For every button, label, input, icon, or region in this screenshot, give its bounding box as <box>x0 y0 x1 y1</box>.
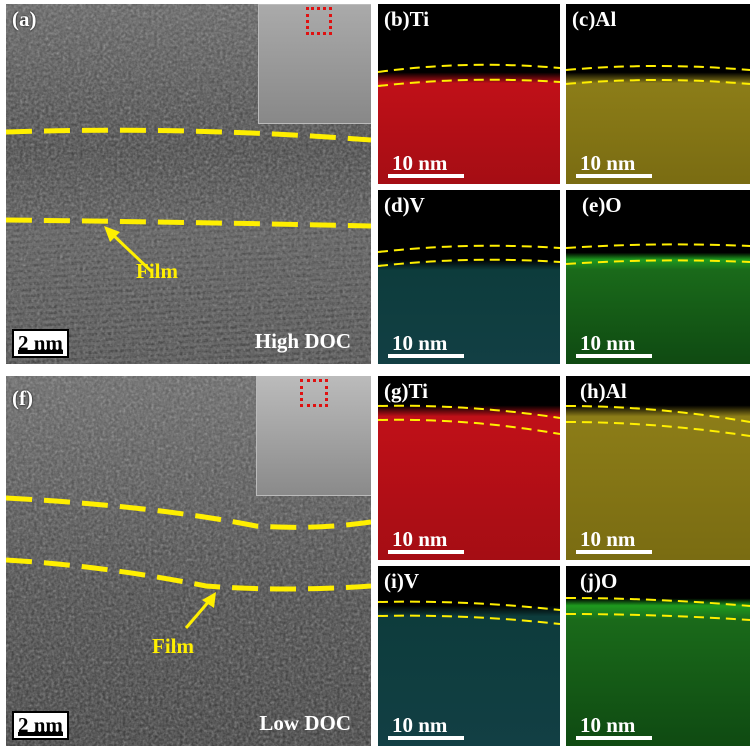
scale-bar-label: 10 nm <box>580 151 636 175</box>
overview-inset <box>256 376 371 496</box>
scale-bar <box>388 736 464 740</box>
film-boundary-lower <box>6 217 371 229</box>
panel-label-g: (g)Ti <box>384 379 428 403</box>
panel-label-a: (a) <box>12 7 37 31</box>
panel-label-f: (f) <box>12 386 33 410</box>
scale-bar: 2 nm <box>12 329 69 358</box>
panel-label-i: (i)V <box>384 569 419 593</box>
scale-bar <box>576 174 652 178</box>
scale-bar-label: 10 nm <box>392 151 448 175</box>
scale-bar-label: 10 nm <box>580 527 636 551</box>
scale-bar <box>388 354 464 358</box>
scale-bar-label: 10 nm <box>392 713 448 737</box>
scale-bar-label: 10 nm <box>580 713 636 737</box>
eds-map-v-low: (i)V 10 nm <box>378 566 560 746</box>
condition-label: Low DOC <box>259 711 351 735</box>
film-arrowhead <box>202 592 216 608</box>
scale-bar-label: 10 nm <box>392 331 448 355</box>
panel-label-c: (c)Al <box>572 7 617 31</box>
condition-label: High DOC <box>254 329 351 353</box>
region-marker <box>300 379 328 407</box>
eds-map-al-high: (c)Al 10 nm <box>566 4 750 184</box>
scale-bar <box>388 550 464 554</box>
film-boundary-upper <box>6 495 371 530</box>
hrtem-image-low-doc: (f) Film 2 nm Low DOC <box>6 376 371 746</box>
eds-map-v-high: (d)V 10 nm <box>378 190 560 364</box>
eds-map-ti-low: (g)Ti 10 nm <box>378 376 560 560</box>
film-arrow <box>184 599 212 629</box>
panel-label-j: (j)O <box>580 569 618 593</box>
eds-map-ti-high: (b)Ti 10 nm <box>378 4 560 184</box>
film-boundary-lower <box>6 557 371 592</box>
film-label: Film <box>152 634 194 658</box>
panel-label-e: (e)O <box>582 193 622 217</box>
film-arrowhead <box>104 226 120 242</box>
film-label: Film <box>136 259 178 283</box>
film-boundary-upper <box>6 127 371 143</box>
hrtem-image-high-doc: (a) Film 2 nm High DOC <box>6 4 371 364</box>
eds-map-o-low: (j)O 10 nm <box>566 566 750 746</box>
scale-bar <box>388 174 464 178</box>
eds-map-o-high: (e)O 10 nm <box>566 190 750 364</box>
scale-bar-label: 10 nm <box>580 331 636 355</box>
overview-inset <box>258 4 371 124</box>
scale-bar: 2 nm <box>12 711 69 740</box>
panel-label-d: (d)V <box>384 193 425 217</box>
panel-label-h: (h)Al <box>580 379 627 403</box>
scale-bar-label: 10 nm <box>392 527 448 551</box>
scale-bar <box>576 550 652 554</box>
region-marker <box>306 7 332 35</box>
eds-map-al-low: (h)Al 10 nm <box>566 376 750 560</box>
scale-bar <box>576 736 652 740</box>
film-arrow <box>108 230 154 274</box>
scale-bar <box>576 354 652 358</box>
panel-label-b: (b)Ti <box>384 7 430 31</box>
